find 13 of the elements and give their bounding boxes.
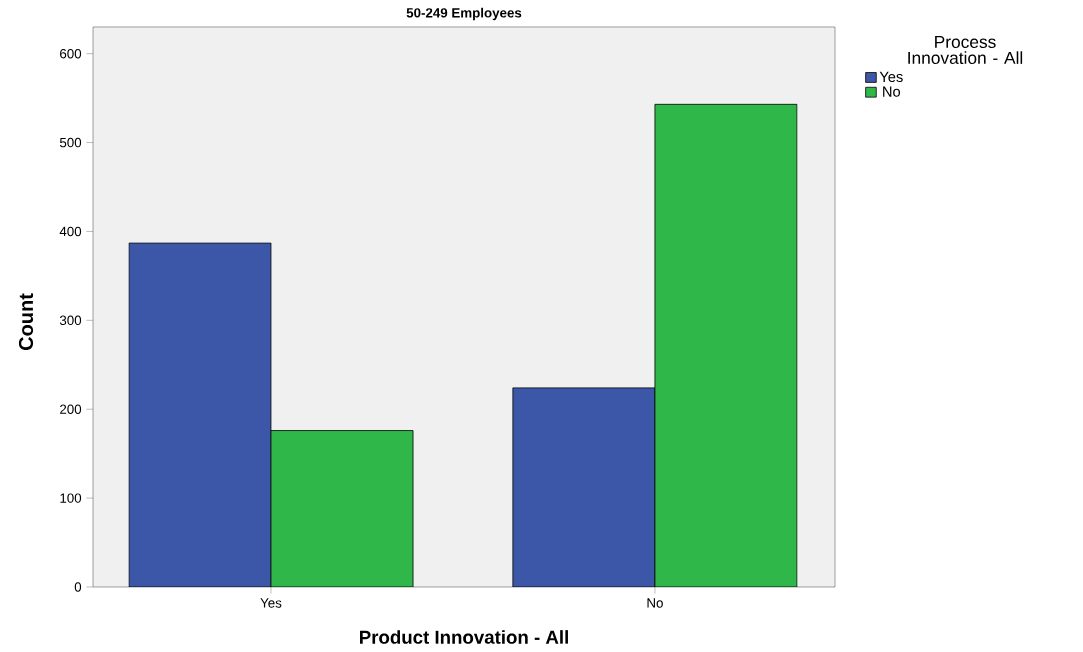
y-axis-title: Count <box>18 293 34 351</box>
legend-label: Yes <box>879 71 903 83</box>
y-tick-label: 400 <box>59 226 82 237</box>
y-tick-label: 200 <box>60 404 82 414</box>
y-tick-label: 0 <box>74 582 82 592</box>
y-tick-label: 300 <box>59 315 82 326</box>
y-tick-label: 100 <box>60 493 82 503</box>
legend-title: Process Innovation - All <box>908 35 1023 65</box>
legend-label: No <box>883 86 901 97</box>
y-tick-label: 500 <box>59 137 82 148</box>
y-tick-label: 600 <box>60 48 82 59</box>
chart-title: 50-249 Employees <box>406 7 522 21</box>
x-axis-title: Product Innovation - All <box>360 630 568 644</box>
